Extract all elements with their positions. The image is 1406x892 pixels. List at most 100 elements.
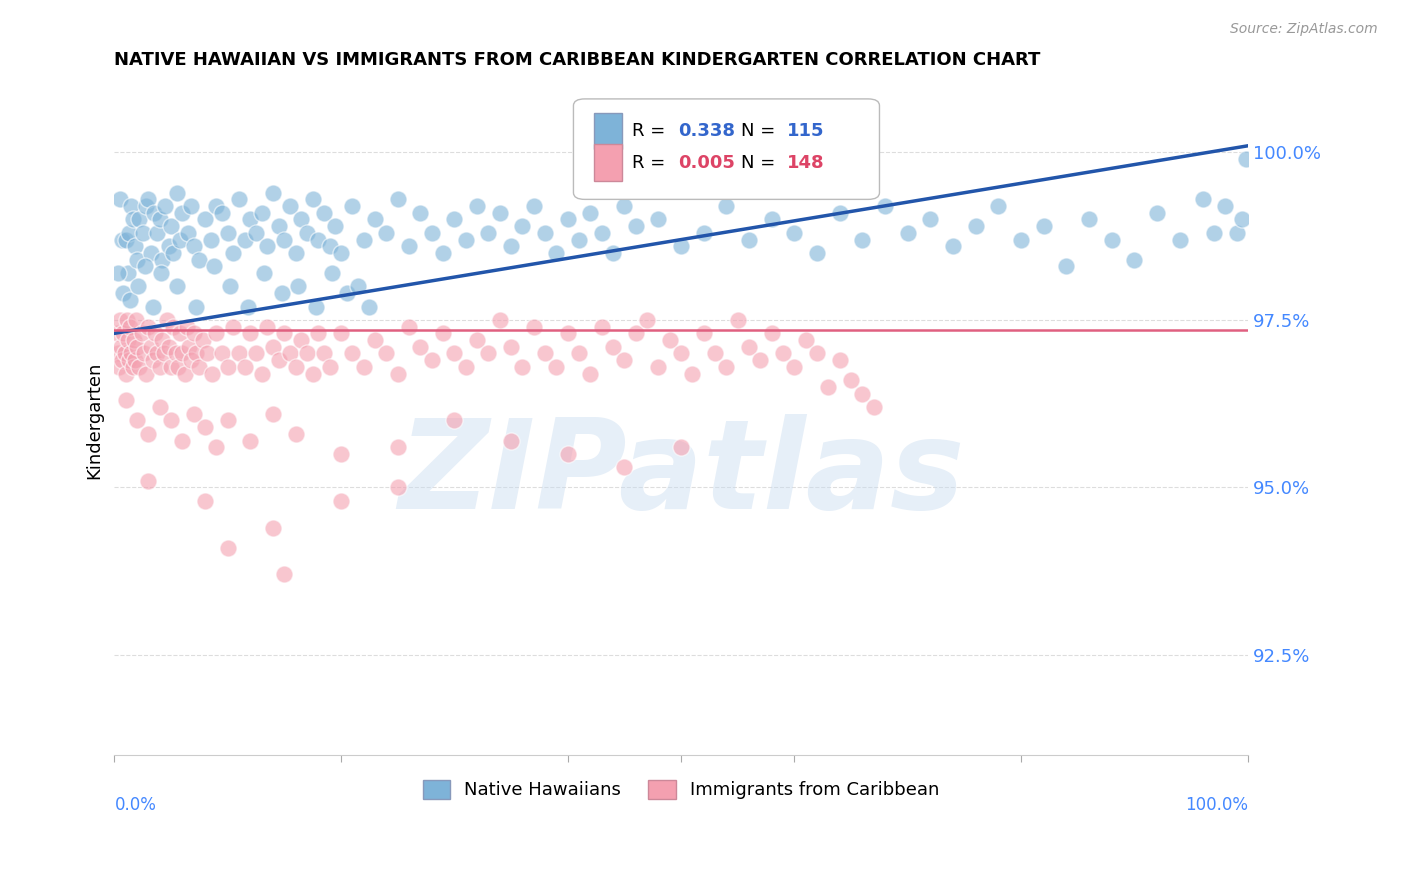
Text: N =: N = xyxy=(741,122,782,140)
Point xyxy=(143,326,166,341)
Point xyxy=(239,434,262,448)
Point xyxy=(602,340,624,354)
Point xyxy=(117,333,139,347)
Point xyxy=(307,326,329,341)
Point xyxy=(501,434,523,448)
Point xyxy=(359,300,381,314)
Point xyxy=(546,246,568,260)
Point xyxy=(155,199,177,213)
Point xyxy=(135,199,157,213)
Point xyxy=(290,212,312,227)
Point xyxy=(114,367,136,381)
Point xyxy=(1146,206,1168,220)
Point xyxy=(262,186,284,200)
Point xyxy=(134,260,156,274)
Point xyxy=(409,206,432,220)
Point xyxy=(301,193,323,207)
Point xyxy=(783,359,806,374)
Point xyxy=(336,286,359,301)
Point xyxy=(477,226,499,240)
Point xyxy=(443,346,465,360)
Point xyxy=(287,279,309,293)
Point xyxy=(150,333,173,347)
Point xyxy=(105,326,128,341)
Point xyxy=(183,239,205,253)
Point xyxy=(120,319,142,334)
Point xyxy=(942,239,965,253)
Point xyxy=(160,413,183,427)
Point xyxy=(149,266,172,280)
Point xyxy=(194,493,217,508)
Point xyxy=(658,333,681,347)
Point xyxy=(172,206,194,220)
Point xyxy=(256,239,278,253)
Point xyxy=(501,239,523,253)
Point xyxy=(121,212,143,227)
Point xyxy=(557,447,579,461)
Y-axis label: Kindergarten: Kindergarten xyxy=(86,362,103,479)
Text: 0.0%: 0.0% xyxy=(114,796,156,814)
Point xyxy=(319,359,342,374)
Point xyxy=(1123,252,1146,267)
Point xyxy=(488,313,510,327)
Point xyxy=(183,326,205,341)
Point xyxy=(180,199,202,213)
Point xyxy=(273,326,295,341)
Point xyxy=(172,434,194,448)
Point xyxy=(188,359,211,374)
Point xyxy=(142,353,165,368)
Point xyxy=(295,226,318,240)
Point xyxy=(217,413,239,427)
Point xyxy=(851,386,873,401)
Point xyxy=(217,226,239,240)
Point xyxy=(512,219,534,234)
Point xyxy=(245,346,267,360)
Point xyxy=(139,246,162,260)
Point xyxy=(117,266,139,280)
Point xyxy=(146,226,169,240)
Point xyxy=(239,212,262,227)
Point xyxy=(465,333,488,347)
Point xyxy=(738,340,761,354)
Point xyxy=(160,359,183,374)
Point xyxy=(669,346,692,360)
Point xyxy=(250,206,273,220)
Point xyxy=(142,300,165,314)
Point xyxy=(647,359,669,374)
Point xyxy=(636,313,658,327)
Point xyxy=(862,400,884,414)
Text: ZIPatlas: ZIPatlas xyxy=(398,414,965,534)
Point xyxy=(120,199,142,213)
Point xyxy=(138,426,160,441)
Point xyxy=(122,333,145,347)
Point xyxy=(149,212,172,227)
Point xyxy=(1230,212,1253,227)
Point xyxy=(157,239,180,253)
Point xyxy=(387,440,409,454)
Point xyxy=(177,226,200,240)
Point xyxy=(454,359,477,374)
Point xyxy=(125,413,148,427)
Point xyxy=(409,340,432,354)
Point xyxy=(501,340,523,354)
Point xyxy=(222,319,245,334)
Point xyxy=(118,353,141,368)
Point xyxy=(233,359,256,374)
Point xyxy=(591,226,613,240)
Point xyxy=(579,206,602,220)
Point xyxy=(262,520,284,534)
Point xyxy=(191,333,214,347)
Point xyxy=(534,226,557,240)
Point xyxy=(443,212,465,227)
Point xyxy=(738,233,761,247)
Point xyxy=(205,326,228,341)
Point xyxy=(165,346,187,360)
Point xyxy=(523,199,546,213)
FancyBboxPatch shape xyxy=(593,112,623,150)
Point xyxy=(267,353,290,368)
Point xyxy=(387,193,409,207)
Point xyxy=(111,233,134,247)
Point xyxy=(222,246,245,260)
Point xyxy=(172,346,194,360)
Point xyxy=(557,326,579,341)
